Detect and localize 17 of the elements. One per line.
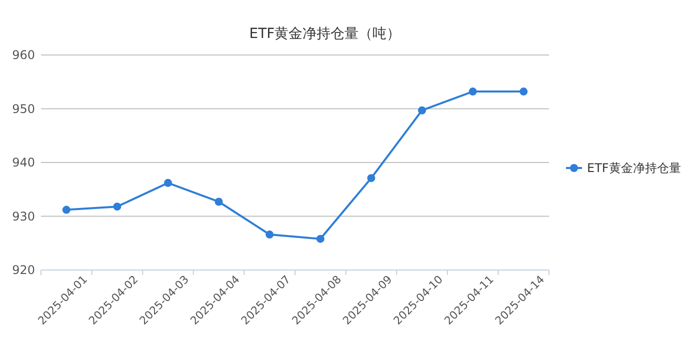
y-tick-label: 950: [12, 102, 35, 116]
y-tick-label: 960: [12, 48, 35, 62]
point: [62, 206, 70, 214]
point: [418, 106, 426, 114]
point: [214, 198, 223, 206]
point: [266, 230, 274, 239]
chart-title: ETF黄金净持仓量（吨）: [249, 26, 401, 42]
point: [316, 234, 324, 243]
point: [520, 88, 528, 96]
point: [367, 174, 376, 182]
y-tick-label: 920: [12, 263, 35, 277]
legend-label: ETF黄金净持仓量: [587, 161, 681, 175]
point: [468, 88, 477, 96]
point: [113, 202, 122, 211]
point: [164, 178, 172, 187]
y-tick-label: 940: [12, 156, 35, 170]
y-tick-label: 930: [12, 209, 35, 224]
